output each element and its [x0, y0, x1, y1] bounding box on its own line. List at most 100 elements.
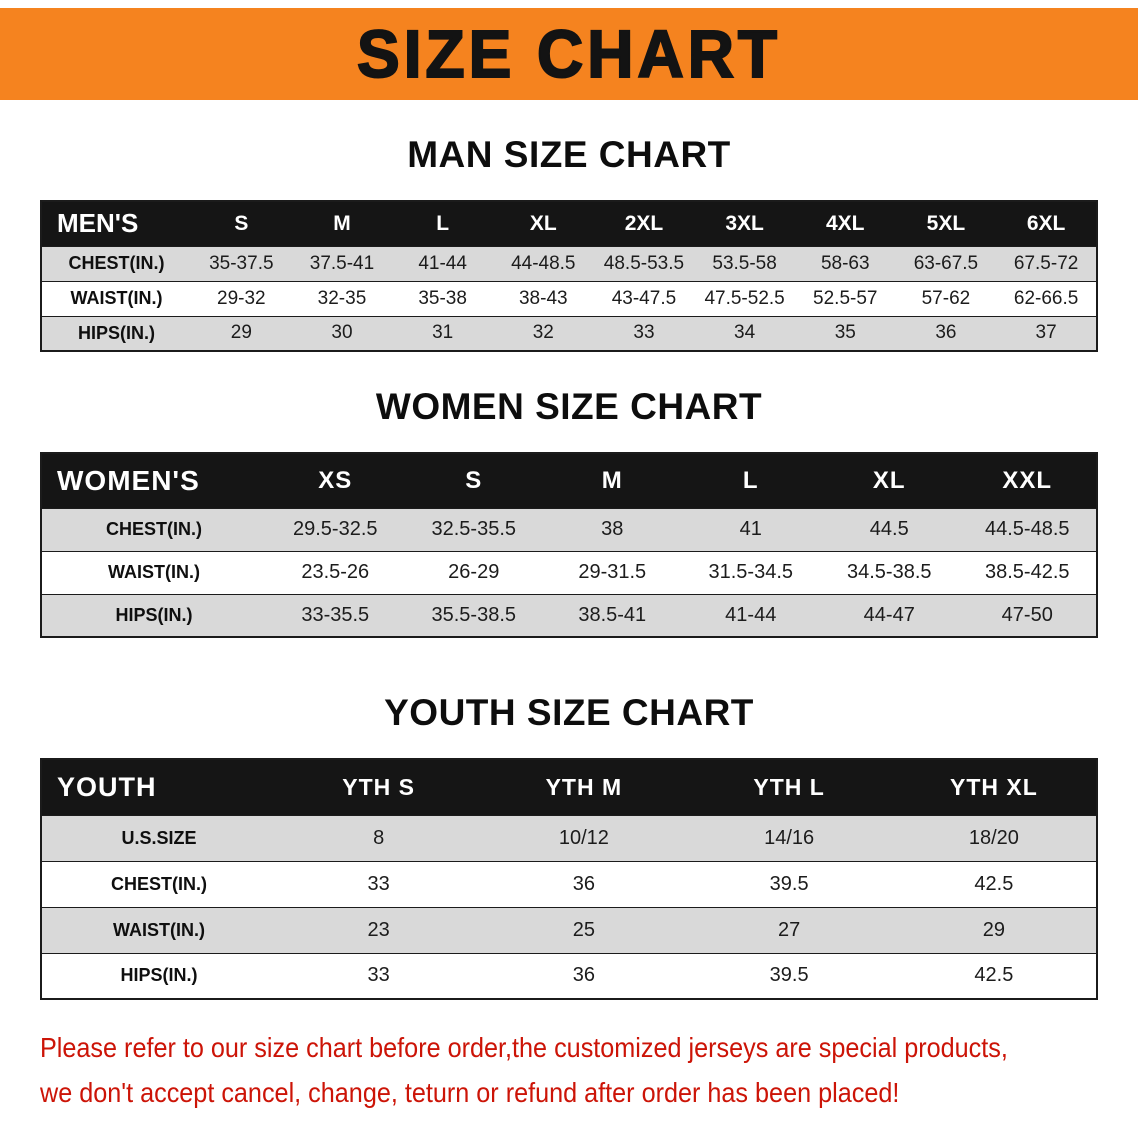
- value-cell: 33: [276, 860, 482, 907]
- value-cell: 23.5-26: [266, 550, 405, 594]
- value-cell: 42.5: [891, 952, 1097, 999]
- value-cell: 62-66.5: [996, 280, 1097, 316]
- size-header-cell: 5XL: [895, 201, 997, 246]
- value-cell: 35-37.5: [191, 245, 292, 281]
- size-header-cell: L: [681, 453, 820, 508]
- value-cell: 63-67.5: [895, 245, 997, 281]
- row-label-cell: CHEST(IN.): [41, 860, 276, 907]
- size-chart-page: SIZE CHART MAN SIZE CHART MEN'S S M L XL 2XL 3…: [0, 8, 1138, 1110]
- notice-line-2: we don't accept cancel, change, teturn o…: [40, 1077, 900, 1108]
- value-cell: 34.5-38.5: [820, 550, 959, 594]
- size-header-cell: YTH L: [686, 759, 892, 815]
- value-cell: 29.5-32.5: [266, 507, 405, 551]
- value-cell: 29: [891, 906, 1097, 953]
- value-cell: 57-62: [895, 280, 997, 316]
- table-title-cell: YOUTH: [41, 759, 276, 815]
- value-cell: 10/12: [481, 814, 687, 861]
- header-row: YOUTH YTH S YTH M YTH L YTH XL: [41, 759, 1097, 815]
- row-label-cell: WAIST(IN.): [41, 280, 191, 316]
- table-row: CHEST(IN.) 35-37.5 37.5-41 41-44 44-48.5 48.5…: [41, 245, 1097, 281]
- value-cell: 31.5-34.5: [681, 550, 820, 594]
- value-cell: 41-44: [392, 245, 493, 281]
- man-size-chart-heading: MAN SIZE CHART: [407, 134, 731, 175]
- value-cell: 52.5-57: [794, 280, 896, 316]
- value-cell: 29: [191, 315, 292, 351]
- table-row: HIPS(IN.) 29 30 31 32 33 34 35 36 37: [41, 315, 1097, 351]
- value-cell: 39.5: [686, 860, 892, 907]
- page-title: SIZE CHART: [356, 15, 781, 93]
- size-header-cell: XL: [492, 201, 594, 246]
- table-row: WAIST(IN.) 29-32 32-35 35-38 38-43 43-47.5 47.…: [41, 280, 1097, 316]
- size-header-cell: M: [543, 453, 682, 508]
- value-cell: 53.5-58: [694, 245, 795, 281]
- value-cell: 35.5-38.5: [404, 593, 543, 637]
- row-label-cell: HIPS(IN.): [41, 952, 276, 999]
- size-header-cell: XS: [266, 453, 405, 508]
- size-header-cell: 4XL: [794, 201, 896, 246]
- value-cell: 38.5-42.5: [958, 550, 1097, 594]
- value-cell: 38-43: [492, 280, 594, 316]
- table-row: WAIST(IN.) 23.5-26 26-29 29-31.5 31.5-34.5 34…: [41, 550, 1097, 594]
- women-size-table: WOMEN'S XS S M L XL XXL CHEST(IN.) 29.5-32.5 32.5…: [40, 452, 1098, 638]
- value-cell: 43-47.5: [593, 280, 695, 316]
- value-cell: 14/16: [686, 814, 892, 861]
- table-row: CHEST(IN.) 33 36 39.5 42.5: [41, 860, 1097, 907]
- value-cell: 41: [681, 507, 820, 551]
- table-title-cell: WOMEN'S: [41, 453, 266, 508]
- size-header-cell: 6XL: [996, 201, 1097, 246]
- row-label-cell: HIPS(IN.): [41, 593, 266, 637]
- value-cell: 44-47: [820, 593, 959, 637]
- value-cell: 58-63: [794, 245, 896, 281]
- value-cell: 23: [276, 906, 482, 953]
- value-cell: 36: [481, 860, 687, 907]
- size-header-cell: S: [191, 201, 292, 246]
- value-cell: 44.5-48.5: [958, 507, 1097, 551]
- row-label-cell: WAIST(IN.): [41, 906, 276, 953]
- value-cell: 27: [686, 906, 892, 953]
- value-cell: 35-38: [392, 280, 493, 316]
- size-header-cell: YTH XL: [891, 759, 1097, 815]
- value-cell: 33-35.5: [266, 593, 405, 637]
- value-cell: 37.5-41: [291, 245, 393, 281]
- table-row: U.S.SIZE 8 10/12 14/16 18/20: [41, 814, 1097, 861]
- value-cell: 31: [392, 315, 493, 351]
- value-cell: 47-50: [958, 593, 1097, 637]
- row-label-cell: CHEST(IN.): [41, 245, 191, 281]
- size-header-cell: XXL: [958, 453, 1097, 508]
- notice-line-1: Please refer to our size chart before or…: [40, 1032, 1008, 1063]
- value-cell: 42.5: [891, 860, 1097, 907]
- women-size-chart-heading: WOMEN SIZE CHART: [375, 386, 763, 427]
- value-cell: 29-31.5: [543, 550, 682, 594]
- size-header-cell: 2XL: [593, 201, 695, 246]
- footer-notice: Please refer to our size chart before or…: [40, 1030, 1138, 1110]
- value-cell: 35: [794, 315, 896, 351]
- table-row: CHEST(IN.) 29.5-32.5 32.5-35.5 38 41 44.5 44.5…: [41, 507, 1097, 551]
- size-header-cell: M: [291, 201, 393, 246]
- table-row: WAIST(IN.) 23 25 27 29: [41, 906, 1097, 953]
- women-size-chart-section: WOMEN SIZE CHART WOMEN'S XS S M L XL XXL CHEST(…: [0, 386, 1138, 638]
- value-cell: 33: [276, 952, 482, 999]
- row-label-cell: WAIST(IN.): [41, 550, 266, 594]
- size-header-cell: YTH M: [481, 759, 687, 815]
- size-header-cell: XL: [820, 453, 959, 508]
- man-size-table: MEN'S S M L XL 2XL 3XL 4XL 5XL 6XL CHEST(IN.) 35-37…: [40, 200, 1098, 352]
- youth-size-table: YOUTH YTH S YTH M YTH L YTH XL U.S.SIZE 8 10/12…: [40, 758, 1098, 1000]
- header-row: WOMEN'S XS S M L XL XXL: [41, 453, 1097, 508]
- row-label-cell: CHEST(IN.): [41, 507, 266, 551]
- value-cell: 8: [276, 814, 482, 861]
- header-row: MEN'S S M L XL 2XL 3XL 4XL 5XL 6XL: [41, 201, 1097, 246]
- value-cell: 33: [593, 315, 695, 351]
- man-size-chart-section: MAN SIZE CHART MEN'S S M L XL 2XL 3XL 4XL 5XL 6XL…: [0, 134, 1138, 352]
- value-cell: 30: [291, 315, 393, 351]
- row-label-cell: HIPS(IN.): [41, 315, 191, 351]
- value-cell: 67.5-72: [996, 245, 1097, 281]
- value-cell: 38.5-41: [543, 593, 682, 637]
- value-cell: 29-32: [191, 280, 292, 316]
- value-cell: 44.5: [820, 507, 959, 551]
- size-header-cell: S: [404, 453, 543, 508]
- value-cell: 36: [481, 952, 687, 999]
- table-row: HIPS(IN.) 33 36 39.5 42.5: [41, 952, 1097, 999]
- value-cell: 38: [543, 507, 682, 551]
- value-cell: 26-29: [404, 550, 543, 594]
- value-cell: 32.5-35.5: [404, 507, 543, 551]
